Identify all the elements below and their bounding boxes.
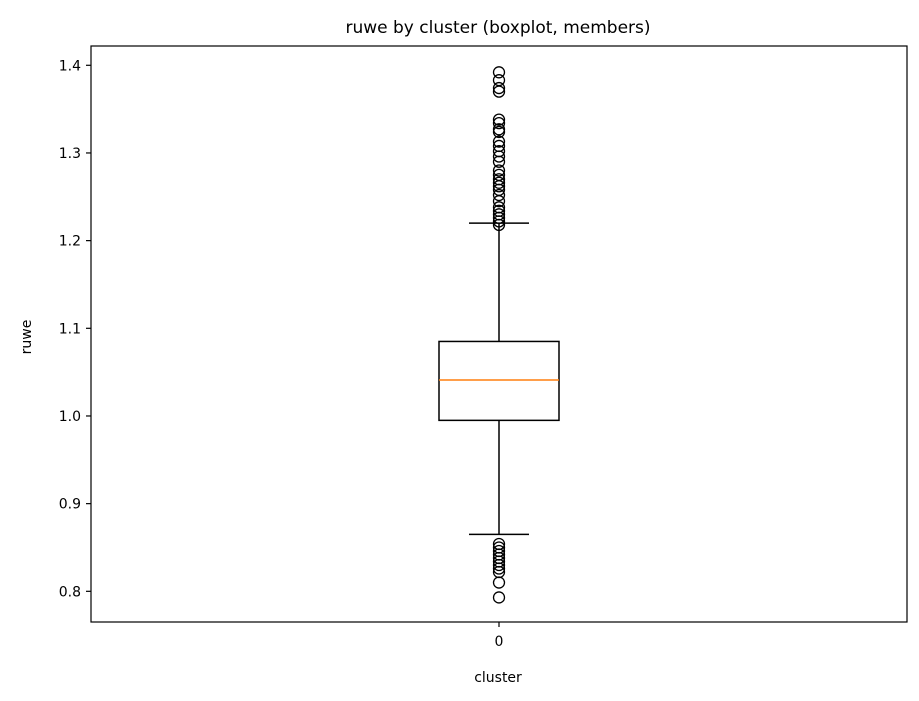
- iqr-box: [438, 340, 560, 422]
- outlier-point: [492, 173, 506, 186]
- outlier-point: [492, 591, 506, 604]
- outlier-point: [492, 113, 506, 126]
- outlier-point: [492, 208, 506, 221]
- outlier-point: [492, 541, 506, 554]
- plot-area: 0.8 0.9 1.0 1.1 1.2 1.3 1.4 0: [59, 45, 908, 650]
- outlier-point: [492, 201, 506, 214]
- outlier-point: [492, 188, 506, 202]
- outlier-point: [492, 176, 506, 189]
- outlier-point: [492, 204, 506, 217]
- y-tick-label: 1.0: [59, 409, 81, 425]
- outlier-point: [492, 123, 506, 136]
- outlier-point: [492, 117, 506, 130]
- outlier-point: [492, 537, 506, 551]
- outlier-point: [492, 74, 506, 87]
- outlier-point: [492, 139, 506, 153]
- x-tick-label: 0: [495, 634, 504, 650]
- outlier-point: [492, 145, 506, 158]
- y-tick-label: 1.3: [59, 146, 81, 162]
- x-axis-label: cluster: [474, 670, 522, 686]
- y-tick-label: 1.4: [59, 58, 81, 74]
- outlier-point: [492, 168, 506, 182]
- chart-title: ruwe by cluster (boxplot, members): [345, 18, 650, 38]
- y-tick-label: 0.8: [59, 584, 81, 600]
- y-tick-label: 1.1: [59, 321, 81, 337]
- outlier-point: [492, 66, 506, 79]
- outlier-point: [492, 135, 506, 148]
- y-axis-label: ruwe: [19, 320, 35, 355]
- outlier-point: [492, 164, 506, 177]
- y-tick-label: 1.2: [59, 234, 81, 250]
- y-tick-label: 0.9: [59, 497, 81, 513]
- outlier-point: [492, 544, 506, 558]
- outlier-point: [492, 81, 506, 95]
- outlier-point: [492, 576, 506, 589]
